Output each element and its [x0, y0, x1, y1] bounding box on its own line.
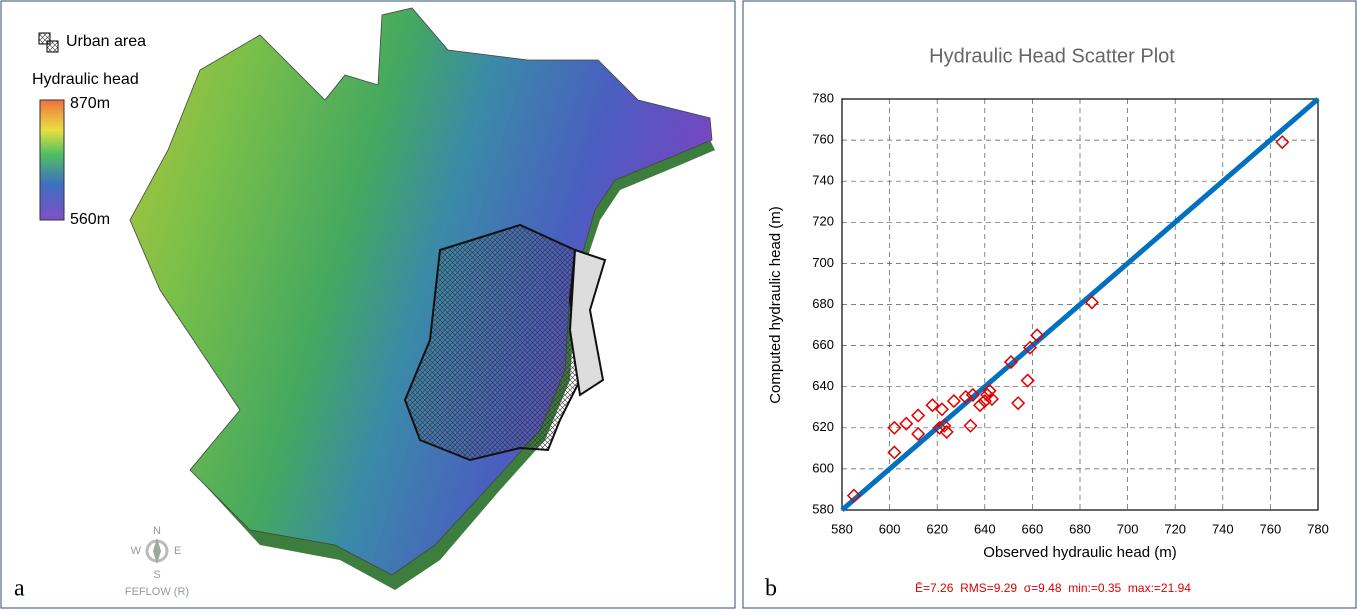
compass-label: S	[153, 569, 160, 581]
data-point	[1084, 295, 1099, 310]
data-point	[932, 420, 947, 435]
one-to-one-line	[840, 97, 1320, 512]
colorbar-label: 560m	[70, 211, 110, 228]
y-tick-label: 760	[812, 132, 834, 147]
plot-frame	[841, 98, 1319, 511]
data-point	[846, 488, 861, 503]
data-point	[1011, 396, 1026, 411]
y-axis-label: Computed hydraulic head (m)	[767, 206, 784, 404]
data-point	[1275, 135, 1290, 150]
y-tick-label: 780	[812, 90, 834, 105]
legend-title: Hydraulic head	[32, 71, 139, 88]
x-tick-label: 640	[974, 521, 996, 536]
y-tick-label: 580	[812, 501, 834, 516]
x-tick-label: 700	[1117, 521, 1139, 536]
y-tick-label: 700	[812, 255, 834, 270]
data-point	[899, 416, 914, 431]
compass-label: W	[131, 545, 142, 557]
y-tick-label: 660	[812, 337, 834, 352]
x-tick-label: 720	[1164, 521, 1186, 536]
x-axis-label: Observed hydraulic head (m)	[983, 544, 1176, 561]
data-point	[937, 418, 952, 433]
y-tick-label: 640	[812, 378, 834, 393]
data-point	[1030, 328, 1045, 343]
data-point	[965, 387, 980, 402]
compass-label: E	[174, 545, 181, 557]
x-tick-label: 680	[1069, 521, 1091, 536]
urban-area	[568, 248, 607, 397]
y-tick-label: 680	[812, 296, 834, 311]
annotation: Ē=7.26 RMS=9.29 σ=9.48 min:=0.35 max:=21…	[915, 581, 1191, 595]
data-point	[984, 391, 1000, 407]
data-point	[925, 398, 940, 413]
x-tick-label: 760	[1260, 521, 1282, 536]
x-tick-label: 780	[1307, 521, 1329, 536]
panel-label: a	[14, 576, 25, 602]
data-point	[887, 420, 902, 435]
software-label: FEFLOW (R)	[125, 586, 189, 598]
data-point	[963, 418, 978, 433]
data-point	[911, 408, 926, 423]
data-point	[934, 402, 950, 417]
y-tick-label: 620	[812, 419, 834, 434]
legend-swatch	[46, 40, 59, 53]
x-tick-label: 660	[1022, 521, 1044, 536]
data-point	[946, 394, 961, 409]
data-point	[958, 389, 973, 405]
data-point	[1003, 354, 1019, 370]
y-tick-label: 740	[812, 173, 834, 188]
data-point	[972, 398, 988, 413]
colorbar-label: 870m	[70, 95, 110, 112]
data-point	[939, 424, 954, 439]
compass-label: N	[153, 525, 161, 537]
x-tick-label: 600	[879, 521, 901, 536]
data-point	[1022, 340, 1038, 355]
legend-text: Urban area	[66, 33, 146, 50]
compass-needle	[153, 538, 161, 564]
data-point	[911, 426, 926, 442]
x-tick-label: 580	[831, 521, 853, 536]
data-point	[887, 445, 902, 460]
y-tick-label: 720	[812, 214, 834, 229]
y-tick-label: 600	[812, 460, 834, 475]
chart-title: Hydraulic Head Scatter Plot	[929, 45, 1175, 67]
x-tick-label: 740	[1212, 521, 1234, 536]
colorbar	[39, 99, 65, 221]
data-point	[982, 383, 997, 398]
legend-swatch	[38, 32, 51, 45]
data-point	[1020, 373, 1035, 388]
panel-label: b	[765, 576, 777, 602]
x-tick-label: 620	[926, 521, 948, 536]
